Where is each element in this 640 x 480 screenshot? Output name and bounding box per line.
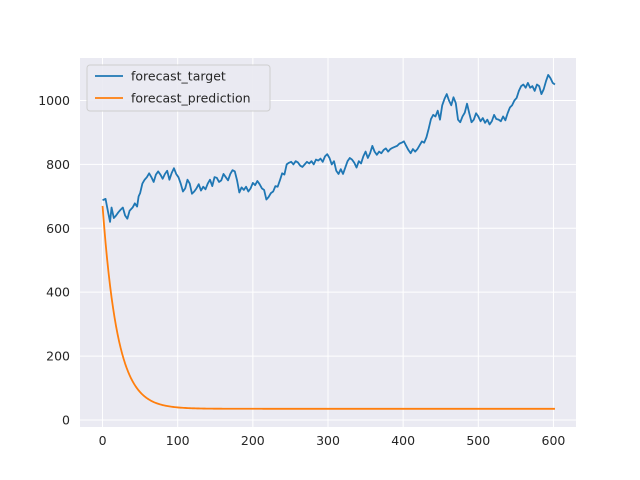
x-tick-label: 500 bbox=[466, 433, 490, 448]
y-tick-label: 1000 bbox=[38, 93, 70, 108]
x-tick-label: 300 bbox=[316, 433, 340, 448]
x-tick-label: 200 bbox=[241, 433, 265, 448]
series-line-forecast-prediction bbox=[101, 205, 555, 410]
legend: forecast_target forecast_prediction bbox=[86, 64, 271, 112]
tick-labels: 0 100 200 300 400 500 600 0 200 400 600 800 1000 bbox=[38, 93, 565, 448]
legend-box bbox=[86, 64, 271, 112]
series-line-forecast-target bbox=[102, 74, 556, 223]
legend-label-forecast-target: forecast_target bbox=[131, 69, 226, 84]
y-tick-label: 600 bbox=[46, 221, 70, 236]
legend-label-forecast-prediction: forecast_prediction bbox=[131, 91, 251, 106]
y-tick-label: 200 bbox=[46, 349, 70, 364]
x-tick-label: 400 bbox=[391, 433, 415, 448]
series-lines bbox=[101, 74, 556, 410]
x-tick-label: 0 bbox=[99, 433, 107, 448]
x-tick-label: 600 bbox=[542, 433, 566, 448]
y-tick-label: 0 bbox=[62, 412, 70, 427]
y-tick-label: 800 bbox=[46, 157, 70, 172]
y-tick-label: 400 bbox=[46, 285, 70, 300]
x-tick-label: 100 bbox=[166, 433, 190, 448]
grid bbox=[80, 58, 576, 427]
